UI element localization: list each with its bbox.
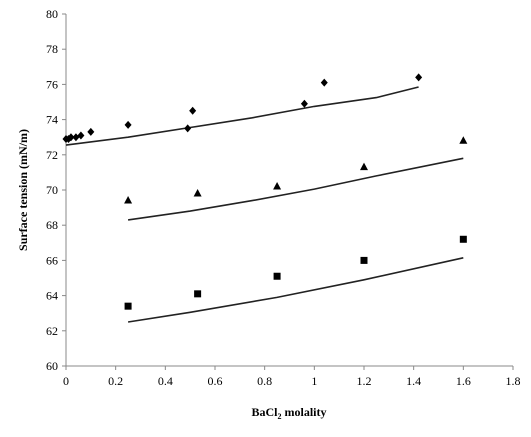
triangle-point xyxy=(360,162,368,171)
y-tick-label: 64 xyxy=(46,289,58,303)
x-tick-label: 0 xyxy=(63,374,69,388)
square-point xyxy=(459,235,467,243)
y-tick-label: 72 xyxy=(46,148,58,162)
y-axis-title: Surface tension (mN/m) xyxy=(16,129,30,251)
fit-line-square xyxy=(127,257,464,323)
triangle-point xyxy=(459,136,468,144)
axes xyxy=(65,14,513,367)
square-point xyxy=(360,256,368,264)
diamond-point xyxy=(320,78,328,87)
triangle-point xyxy=(193,189,202,197)
diamond-point xyxy=(184,124,192,133)
fit-lines xyxy=(65,86,464,323)
triangle-point xyxy=(124,196,133,204)
x-tick-label: 0.4 xyxy=(158,374,173,388)
triangle-point xyxy=(273,181,282,190)
x-tick-label: 1.2 xyxy=(357,374,372,388)
x-tick-label: 1.6 xyxy=(456,374,471,388)
x-tick-label: 0.2 xyxy=(108,374,123,388)
x-axis-title-subscript: 2 xyxy=(278,412,282,421)
y-tick-label: 74 xyxy=(46,113,58,127)
square-point xyxy=(194,290,202,298)
data-markers xyxy=(62,73,468,310)
x-tick-label: 1 xyxy=(311,374,317,388)
diamond-point xyxy=(189,106,197,115)
diamond-point xyxy=(87,127,95,136)
diamond-point xyxy=(124,120,132,129)
diamond-point xyxy=(77,131,85,140)
y-tick-label: 76 xyxy=(46,77,58,91)
x-tick-label: 0.8 xyxy=(257,374,272,388)
x-axis-title: BaCl2 molality xyxy=(251,405,326,421)
y-ticks: 60 62 64 66 68 70 72 74 76 78 80 xyxy=(46,7,66,373)
fit-line-diamond xyxy=(65,86,419,146)
square-point xyxy=(124,302,132,310)
x-ticks: 0 0.2 0.4 0.6 0.8 1 1.2 1.4 1.6 1.8 xyxy=(63,366,521,388)
y-tick-label: 80 xyxy=(46,7,58,21)
square-point xyxy=(273,272,281,280)
y-tick-label: 68 xyxy=(46,218,58,232)
y-tick-label: 78 xyxy=(46,42,58,56)
x-tick-label: 0.6 xyxy=(208,374,223,388)
diamond-point xyxy=(300,99,308,108)
diamond-point xyxy=(67,133,75,142)
x-tick-label: 1.8 xyxy=(506,374,521,388)
x-axis-title-prefix: BaCl xyxy=(251,405,278,419)
y-tick-label: 66 xyxy=(46,253,58,267)
fit-line-triangle xyxy=(127,157,464,221)
diamond-point xyxy=(415,73,423,82)
x-tick-label: 1.4 xyxy=(406,374,421,388)
y-tick-label: 70 xyxy=(46,183,58,197)
y-tick-label: 60 xyxy=(46,359,58,373)
x-axis-title-suffix: molality xyxy=(282,405,327,419)
y-tick-label: 62 xyxy=(46,324,58,338)
